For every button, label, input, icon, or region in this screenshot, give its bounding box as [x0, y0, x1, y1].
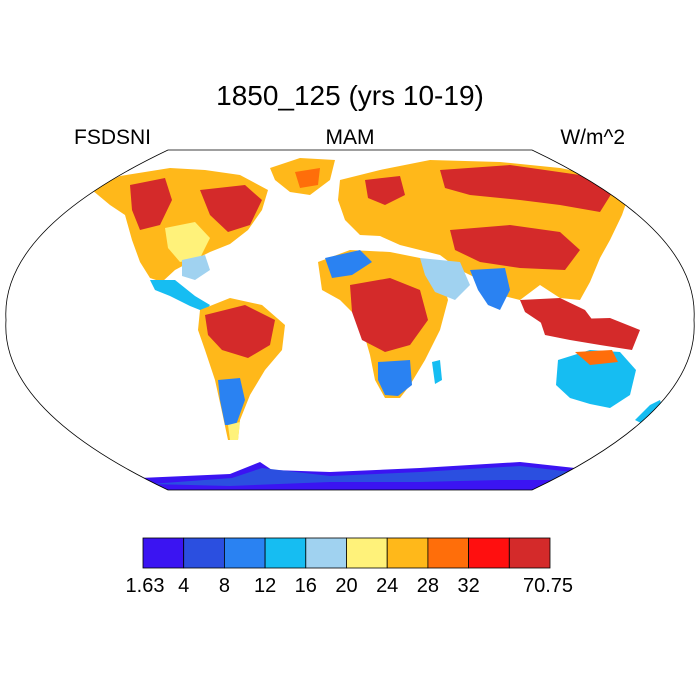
greenland-red-east [295, 168, 320, 188]
colorbar-tick-label: 28 [417, 575, 439, 597]
indonesia-region [540, 318, 640, 350]
south-america-blue-south [218, 378, 245, 425]
colorbar-swatch [142, 537, 185, 569]
siberia-red [440, 165, 615, 212]
south-america-red-north [205, 305, 275, 358]
colorbar-swatch [264, 537, 307, 569]
colorbar-swatch [468, 537, 510, 569]
europe-red [365, 176, 405, 205]
antarctica-coast-band [150, 466, 576, 486]
colorbar-swatch [183, 537, 225, 569]
colorbar-swatch [508, 537, 551, 569]
africa-red-center [350, 278, 428, 352]
colorbar-swatch [427, 537, 469, 569]
colorbar-swatch [386, 537, 429, 569]
plot-title: 1850_125 (yrs 10-19) [216, 80, 484, 111]
colorbar-tick-label: 4 [178, 575, 189, 597]
colorbar-swatch [223, 537, 266, 569]
madagascar-region [432, 360, 442, 384]
africa-blue-north [325, 250, 372, 278]
north-america-blue-southeast [182, 255, 210, 280]
colorbar-tick-label: 70.75 [523, 575, 573, 597]
land-fill-layer [92, 158, 665, 490]
colorbar-swatch [305, 537, 347, 569]
colorbar-tick-label: 12 [254, 575, 276, 597]
north-america-pale-center [165, 222, 210, 262]
central-america-region [150, 280, 210, 312]
units-label: W/m^2 [560, 126, 625, 149]
arabia-region [420, 258, 470, 300]
africa-blue-south [378, 360, 412, 396]
colorbar-tick-label: 24 [376, 575, 398, 597]
map-frame [5, 149, 695, 491]
colorbar-tick-label: 32 [457, 575, 479, 597]
colorbar-tick-label: 20 [335, 575, 357, 597]
central-asia-red [450, 225, 580, 270]
season-label: MAM [325, 126, 375, 149]
india-region [470, 268, 510, 310]
colorbar-tick-label: 1.63 [126, 575, 165, 597]
australia-north-orange [575, 350, 618, 365]
variable-label: FSDSNI [74, 126, 152, 149]
colorbar-swatch [346, 537, 388, 569]
north-america-red-west [130, 178, 172, 230]
australia-region [556, 350, 636, 408]
colorbar-tick-label: 8 [219, 575, 230, 597]
south-america-pale-tip [228, 422, 240, 440]
colorbar-tick-label: 16 [295, 575, 317, 597]
north-america-red-east [200, 185, 262, 232]
